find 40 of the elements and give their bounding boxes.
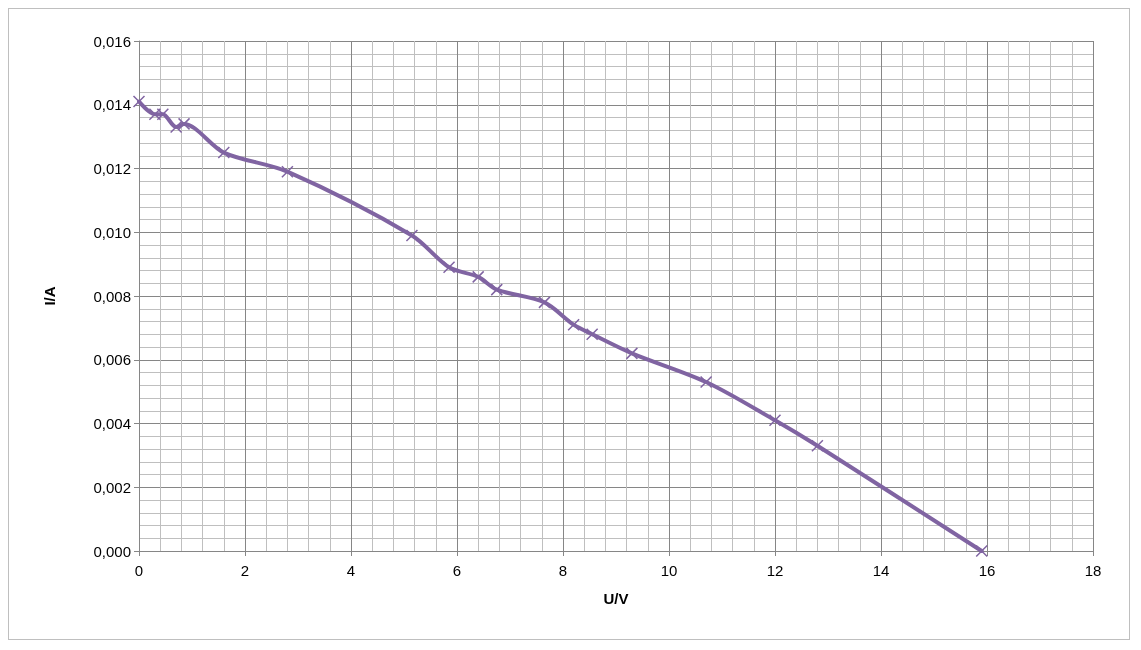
y-tick-label: 0,012 [93, 160, 131, 177]
point [217, 146, 231, 159]
point [177, 117, 191, 131]
y-tick-label: 0,006 [93, 351, 131, 369]
point [699, 375, 713, 389]
point [169, 120, 183, 134]
point [156, 108, 170, 121]
point [538, 296, 551, 309]
x-tick-label: 12 [766, 562, 784, 579]
point [625, 347, 639, 360]
point [132, 95, 146, 108]
x-tick-label: 4 [346, 562, 356, 579]
x-tick-label: 0 [134, 562, 144, 579]
y-tick-label: 0,000 [93, 542, 131, 560]
y-tick-label: 0,008 [93, 287, 131, 305]
x-tick-label: 16 [978, 562, 996, 579]
point [148, 108, 162, 121]
y-tick-label: 0,010 [93, 223, 131, 241]
x-tick-label: 2 [240, 562, 250, 579]
point [975, 544, 988, 558]
y-axis-title: I/A [41, 286, 58, 306]
y-tick-label: 0,004 [93, 415, 131, 432]
x-tick-label: 10 [660, 562, 678, 579]
point [585, 328, 599, 341]
point [281, 165, 294, 178]
point [471, 270, 485, 284]
point [567, 318, 580, 331]
x-tick-label: 8 [558, 562, 568, 579]
x-tick-label: 14 [872, 562, 890, 579]
point [768, 414, 782, 427]
x-tick-label: 18 [1084, 562, 1102, 579]
point [442, 261, 456, 274]
x-axis-title: U/V [603, 590, 629, 607]
y-tick-label: 0,014 [93, 96, 131, 114]
point [405, 229, 419, 242]
point [811, 439, 824, 453]
y-tick-label: 0,016 [93, 32, 131, 50]
y-tick-label: 0,002 [93, 478, 131, 496]
x-tick-label: 6 [452, 562, 462, 579]
point [490, 283, 503, 296]
